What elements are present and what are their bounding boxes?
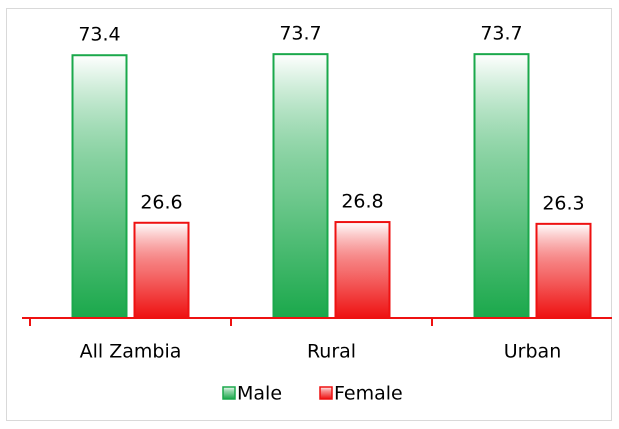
data-label: 26.8 — [341, 191, 383, 213]
bar — [133, 221, 190, 319]
data-label: 26.6 — [140, 191, 182, 213]
bar — [272, 53, 329, 320]
data-label: 26.3 — [542, 192, 584, 214]
legend-swatch — [319, 386, 333, 400]
x-tick-label: Rural — [307, 341, 356, 363]
bar — [473, 53, 530, 320]
data-label: 73.7 — [279, 23, 321, 45]
bar — [334, 221, 391, 319]
x-tick-label: Urban — [504, 341, 561, 363]
bar — [535, 222, 592, 319]
data-label: 73.7 — [480, 23, 522, 45]
data-label: 73.4 — [78, 24, 120, 46]
legend-label: Male — [237, 383, 282, 405]
legend-swatch — [222, 386, 236, 400]
bar — [71, 54, 128, 320]
x-tick-label: All Zambia — [80, 341, 182, 363]
legend-label: Female — [334, 383, 403, 405]
